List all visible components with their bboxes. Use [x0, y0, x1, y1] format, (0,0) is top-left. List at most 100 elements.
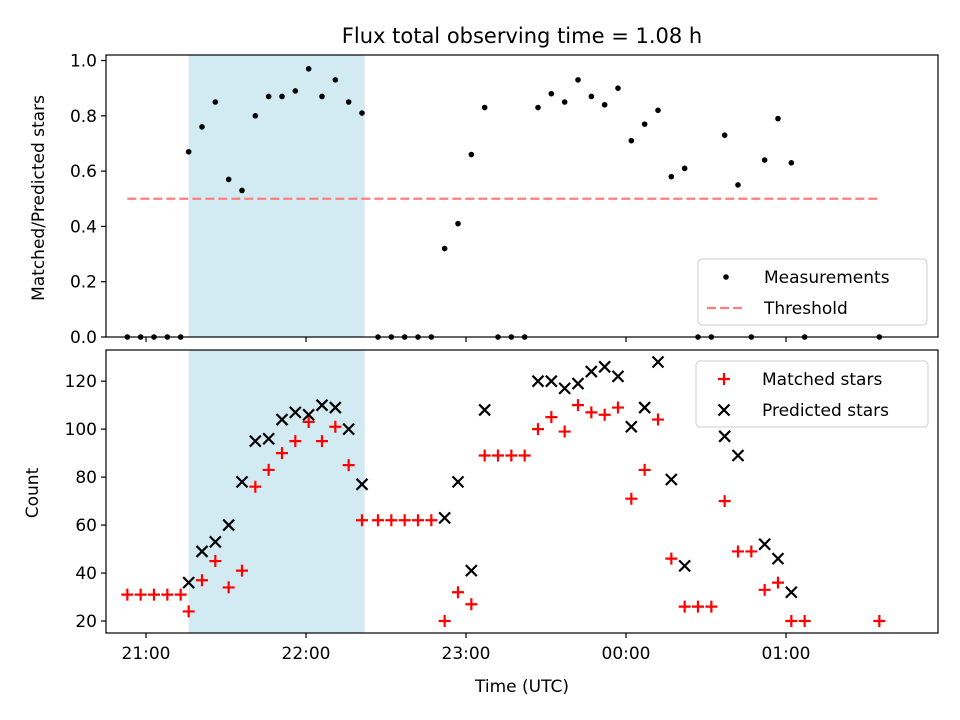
top-measurements-point: [332, 77, 339, 83]
top-measurements-point: [775, 115, 781, 122]
bottom-y-tick-label: 120: [65, 372, 97, 392]
top-measurements-point: [279, 93, 285, 100]
bottom-predicted-stars-point: [718, 430, 731, 443]
top-y-axis-label: Matched/Predicted stars: [29, 95, 49, 301]
top-measurements-point: [292, 88, 299, 94]
legend-threshold-label: Threshold: [763, 299, 848, 319]
bottom-predicted-stars-point: [585, 365, 598, 378]
bottom-matched-stars-point: [745, 545, 758, 558]
bottom-predicted-stars-point: [209, 535, 222, 549]
top-measurements-point: [655, 107, 661, 114]
bottom-predicted-stars-point: [438, 511, 451, 525]
top-measurements-point: [588, 93, 595, 100]
bottom-matched-stars-point: [678, 600, 691, 613]
top-measurements-point: [548, 90, 555, 97]
bottom-matched-stars-point: [532, 423, 544, 436]
bottom-matched-stars-point: [329, 420, 342, 433]
bottom-matched-stars-point: [236, 564, 248, 577]
bottom-matched-stars-point: [545, 411, 558, 424]
bottom-y-tick-label: 100: [65, 420, 97, 440]
bottom-matched-stars-point: [121, 588, 134, 601]
top-measurements-point: [359, 110, 365, 116]
bottom-matched-stars-point: [612, 401, 624, 414]
bottom-matched-stars-point: [652, 413, 664, 426]
bottom-matched-stars-point: [209, 555, 222, 568]
bottom-y-tick-label: 80: [75, 468, 97, 488]
top-measurements-point: [575, 77, 581, 83]
bottom-matched-stars-point: [705, 600, 718, 613]
top-y-tick-label: 0.4: [70, 217, 97, 237]
bottom-matched-stars-point: [182, 605, 195, 618]
top-measurements-point: [721, 132, 728, 138]
bottom-matched-stars-point: [196, 574, 208, 587]
top-measurements-point: [668, 173, 675, 180]
bottom-predicted-stars-point: [638, 401, 651, 414]
bottom-predicted-stars-point: [678, 559, 691, 573]
bottom-matched-stars-point: [665, 552, 678, 565]
bottom-y-tick-label: 60: [75, 516, 97, 536]
bottom-matched-stars-point: [174, 588, 187, 601]
top-measurements-point: [225, 176, 232, 183]
bottom-matched-stars-point: [372, 514, 384, 527]
bottom-predicted-stars-point: [531, 374, 545, 388]
bottom-predicted-stars-point: [665, 473, 678, 486]
bottom-predicted-stars-point: [451, 475, 465, 489]
top-legend: Measurements Threshold: [697, 258, 928, 326]
bottom-predicted-stars-point: [329, 401, 342, 414]
bottom-matched-stars-point: [316, 435, 328, 448]
bottom-predicted-stars-point: [545, 374, 558, 388]
top-measurements-point: [615, 85, 621, 91]
bottom-matched-stars-point: [262, 463, 275, 476]
bottom-matched-stars-point: [598, 408, 611, 421]
top-measurements-point: [735, 182, 741, 188]
top-measurements-point: [535, 104, 541, 111]
bottom-predicted-stars-point: [651, 355, 665, 369]
bottom-matched-stars-point: [492, 449, 504, 462]
bottom-predicted-stars-point: [275, 413, 289, 426]
bottom-matched-stars-point: [798, 615, 811, 628]
bottom-predicted-stars-point: [625, 420, 638, 434]
legend-predicted-stars-label: Predicted stars: [762, 401, 889, 421]
legend-measurements-swatch: [723, 274, 729, 280]
bottom-predicted-stars-point: [222, 518, 235, 532]
bottom-matched-stars-point: [302, 415, 315, 428]
top-measurements-point: [455, 220, 461, 227]
top-measurements-point: [185, 148, 192, 155]
top-measurements-point: [239, 187, 245, 194]
bottom-predicted-stars-point: [315, 398, 329, 412]
bottom-matched-stars-point: [222, 581, 235, 594]
bottom-predicted-stars-point: [195, 545, 209, 558]
bottom-legend: Matched stars Predicted stars: [695, 360, 929, 428]
top-y-tick-label: 0.0: [70, 328, 97, 348]
bottom-matched-stars-point: [465, 598, 478, 611]
bottom-matched-stars-point: [276, 447, 288, 460]
top-measurements-point: [252, 113, 259, 119]
bottom-predicted-stars-point: [731, 449, 745, 462]
bottom-matched-stars-point: [356, 514, 368, 527]
bottom-predicted-stars-point: [249, 434, 262, 448]
bottom-matched-stars-point: [412, 514, 424, 527]
bottom-y-tick-label: 20: [75, 612, 97, 632]
bottom-matched-stars-point: [452, 586, 464, 599]
top-measurements-point: [212, 99, 219, 105]
bottom-predicted-stars-point: [478, 403, 491, 417]
x-tick-label: 00:00: [602, 644, 651, 664]
top-observing-span: [188, 55, 365, 337]
bottom-predicted-stars-point: [262, 432, 275, 446]
bottom-predicted-stars-point: [558, 382, 571, 395]
bottom-matched-stars-point: [758, 583, 771, 596]
bottom-matched-stars-point: [718, 495, 731, 508]
bottom-matched-stars-point: [585, 406, 598, 419]
top-measurements-point: [628, 137, 635, 144]
top-measurements-point: [305, 66, 312, 72]
top-measurements-point: [681, 165, 688, 172]
bottom-matched-stars-point: [572, 399, 584, 412]
legend-predicted-stars-swatch: [717, 403, 731, 417]
top-measurements-point: [441, 245, 448, 252]
bottom-matched-stars-point: [385, 514, 398, 527]
top-measurements-point: [601, 101, 608, 108]
bottom-matched-stars-point: [772, 576, 784, 589]
bottom-matched-stars-point: [732, 545, 744, 558]
top-measurements-point: [788, 160, 795, 166]
